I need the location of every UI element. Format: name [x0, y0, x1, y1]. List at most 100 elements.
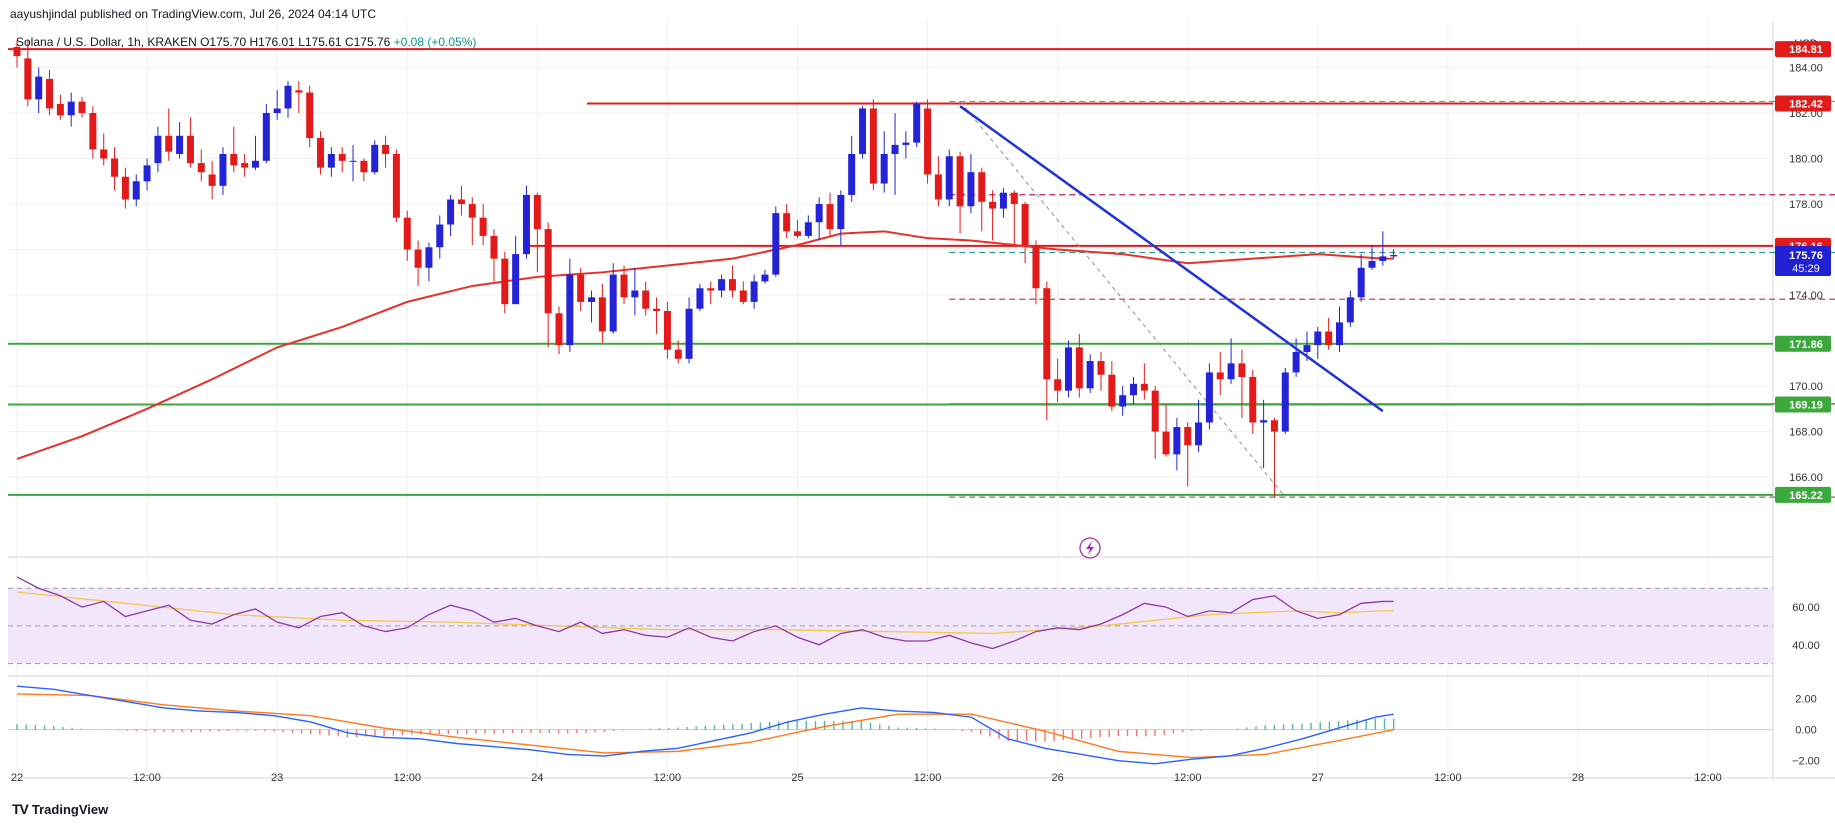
candle-body	[317, 138, 325, 168]
candle-body	[197, 163, 205, 173]
candle-body	[522, 194, 530, 255]
candle-body	[533, 194, 541, 230]
level-price-tag	[1775, 486, 1831, 503]
candle-body	[1292, 351, 1300, 373]
macd-tick-label: 0.00	[1795, 725, 1816, 737]
candle-body	[945, 156, 953, 200]
candle-body	[100, 149, 108, 159]
low-value: L175.61	[298, 35, 342, 49]
price-tick-label: 166.00	[1789, 472, 1823, 484]
candle-body	[1238, 363, 1246, 377]
trend-line	[959, 105, 1384, 413]
candle-body	[1281, 372, 1289, 432]
candle-body	[306, 92, 314, 139]
candle-body	[46, 78, 54, 109]
macd-tick-label: 2.00	[1795, 694, 1816, 706]
candle-body	[1270, 420, 1278, 432]
level-price-tag	[1775, 95, 1831, 112]
candle-body	[1097, 361, 1105, 375]
candle-body	[577, 274, 585, 302]
candle-body	[338, 153, 346, 161]
plot-area	[8, 22, 1773, 778]
candle-body	[642, 290, 650, 309]
candle-body	[1032, 245, 1040, 289]
candle-body	[750, 281, 758, 302]
candle-body	[1075, 347, 1083, 389]
candle-body	[219, 153, 227, 186]
candle-body	[913, 103, 921, 143]
candle-body	[772, 213, 780, 275]
candle-body	[880, 153, 888, 184]
candle-body	[371, 144, 379, 173]
candle-body	[382, 144, 390, 154]
time-tick-label: 23	[271, 772, 283, 784]
candle-body	[1260, 420, 1268, 423]
candle-body	[848, 153, 856, 195]
candle-body	[425, 247, 433, 268]
symbol-name[interactable]: Solana / U.S. Dollar, 1h, KRAKEN	[16, 35, 197, 49]
candle-body	[1054, 379, 1062, 391]
candle-body	[544, 229, 552, 314]
bar-countdown-label: 45:29	[1792, 263, 1820, 275]
candle-body	[1119, 395, 1127, 407]
candle-body	[588, 297, 596, 302]
current-price-label: 175.76	[1789, 250, 1823, 262]
candle-body	[631, 290, 639, 298]
macd-signal-line	[16, 693, 1394, 759]
candle-body	[1130, 383, 1138, 396]
candle-body	[143, 165, 151, 182]
candle-body	[837, 194, 845, 230]
time-tick-label: 12:00	[914, 772, 942, 784]
time-tick-label: 28	[1572, 772, 1584, 784]
candle-body	[1173, 427, 1181, 455]
candle-body	[186, 135, 194, 164]
candle-body	[360, 160, 368, 173]
brand-name: TradingView	[31, 801, 109, 817]
candle-body	[555, 313, 563, 346]
level-price-label: 171.86	[1789, 339, 1823, 351]
candle-body	[295, 90, 303, 93]
candle-body	[512, 254, 520, 305]
candle-body	[24, 58, 32, 100]
candle-body	[891, 144, 899, 154]
high-value: H176.01	[249, 35, 295, 49]
macd-line	[16, 685, 1394, 765]
tradingview-logo-icon: TV	[12, 801, 29, 817]
candle-body	[902, 142, 910, 145]
candle-body	[1043, 288, 1051, 380]
rsi-tick-label: 40.00	[1792, 640, 1820, 652]
candle-body	[1249, 376, 1257, 423]
candle-body	[501, 258, 509, 305]
candle-body	[956, 156, 964, 207]
candle-body	[598, 297, 606, 332]
candle-body	[1335, 322, 1343, 346]
candle-body	[490, 235, 498, 259]
candle-body	[67, 101, 75, 116]
event-flash-icon	[1079, 537, 1101, 559]
candle-body	[739, 290, 747, 302]
rsi-ma-line	[16, 591, 1394, 635]
candle-body	[783, 213, 791, 232]
candle-body	[859, 108, 867, 154]
candle-body	[35, 76, 43, 100]
candle-body	[251, 160, 259, 168]
candle-body	[685, 308, 693, 359]
candle-body	[284, 85, 292, 109]
time-tick-label: 12:00	[133, 772, 161, 784]
time-tick-label: 12:00	[654, 772, 682, 784]
level-price-label: 169.19	[1789, 400, 1823, 412]
event-flash-glyph	[1086, 541, 1094, 555]
candle-body	[761, 274, 769, 282]
candle-body	[620, 274, 628, 298]
candle-body	[392, 153, 400, 218]
candle-body	[999, 192, 1007, 209]
candle-body	[1021, 204, 1029, 246]
candle-body	[815, 204, 823, 223]
candle-body	[728, 279, 736, 291]
level-price-tag	[1775, 335, 1831, 352]
candle-body	[978, 172, 986, 202]
candle-body	[121, 176, 129, 200]
candle-body	[663, 310, 671, 350]
brand[interactable]: TV TradingView	[12, 801, 108, 817]
